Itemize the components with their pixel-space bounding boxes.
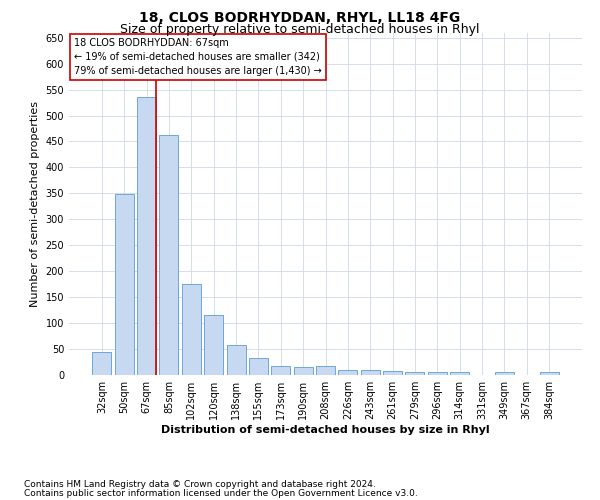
Bar	[450, 372, 469, 375]
Bar	[338, 370, 358, 375]
Bar	[316, 366, 335, 375]
Bar	[406, 372, 424, 375]
Bar	[249, 358, 268, 375]
Bar	[428, 372, 447, 375]
Bar	[383, 372, 402, 375]
Text: Contains public sector information licensed under the Open Government Licence v3: Contains public sector information licen…	[24, 489, 418, 498]
Bar	[137, 98, 156, 375]
Bar	[182, 284, 201, 375]
Bar	[115, 194, 134, 375]
Text: Size of property relative to semi-detached houses in Rhyl: Size of property relative to semi-detach…	[120, 22, 480, 36]
Y-axis label: Number of semi-detached properties: Number of semi-detached properties	[30, 101, 40, 306]
Text: 18 CLOS BODRHYDDAN: 67sqm
← 19% of semi-detached houses are smaller (342)
79% of: 18 CLOS BODRHYDDAN: 67sqm ← 19% of semi-…	[74, 38, 322, 76]
Bar	[271, 366, 290, 375]
Bar	[361, 370, 380, 375]
Bar	[539, 372, 559, 375]
Text: Contains HM Land Registry data © Crown copyright and database right 2024.: Contains HM Land Registry data © Crown c…	[24, 480, 376, 489]
Bar	[160, 135, 178, 375]
Bar	[227, 345, 245, 375]
X-axis label: Distribution of semi-detached houses by size in Rhyl: Distribution of semi-detached houses by …	[161, 425, 490, 435]
Bar	[495, 372, 514, 375]
Text: 18, CLOS BODRHYDDAN, RHYL, LL18 4FG: 18, CLOS BODRHYDDAN, RHYL, LL18 4FG	[139, 11, 461, 25]
Bar	[92, 352, 112, 375]
Bar	[293, 367, 313, 375]
Bar	[204, 316, 223, 375]
